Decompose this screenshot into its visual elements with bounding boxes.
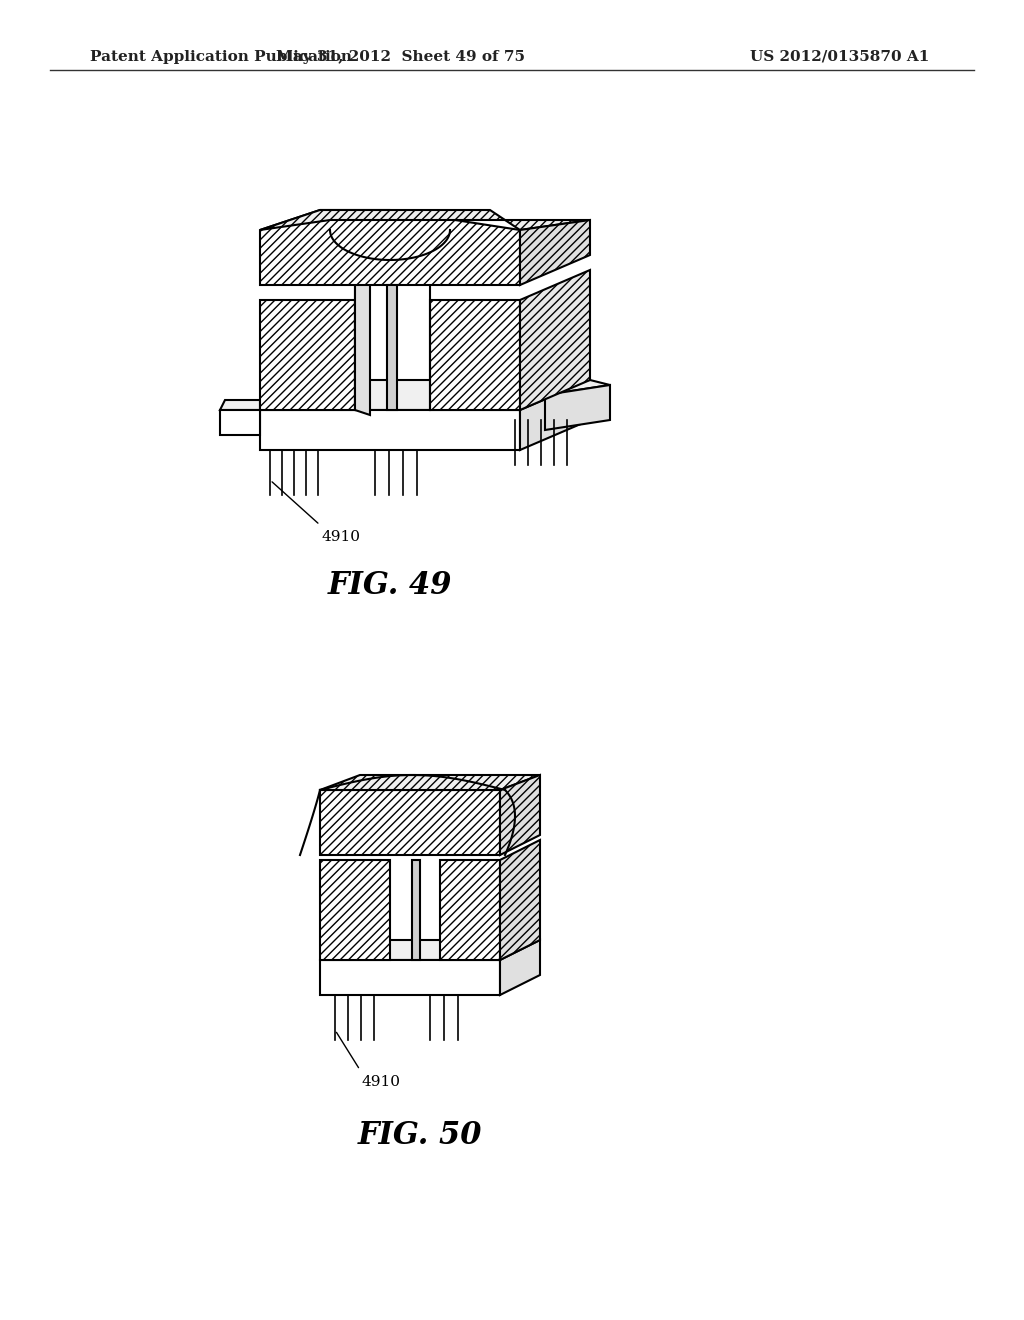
Text: Patent Application Publication: Patent Application Publication <box>90 50 352 63</box>
Polygon shape <box>500 940 540 995</box>
Polygon shape <box>500 775 540 855</box>
Polygon shape <box>220 400 260 411</box>
Polygon shape <box>319 789 500 855</box>
Polygon shape <box>520 380 610 395</box>
Polygon shape <box>260 411 520 450</box>
Polygon shape <box>319 775 540 789</box>
Text: May 31, 2012  Sheet 49 of 75: May 31, 2012 Sheet 49 of 75 <box>275 50 524 63</box>
Text: FIG. 50: FIG. 50 <box>357 1119 482 1151</box>
Polygon shape <box>545 385 610 430</box>
Polygon shape <box>319 861 390 960</box>
Text: FIG. 49: FIG. 49 <box>328 570 453 601</box>
Polygon shape <box>520 220 590 285</box>
Polygon shape <box>520 380 590 450</box>
Polygon shape <box>430 300 520 411</box>
Text: 4910: 4910 <box>322 531 361 544</box>
Polygon shape <box>260 210 520 285</box>
Polygon shape <box>355 280 370 414</box>
Polygon shape <box>220 411 260 436</box>
Polygon shape <box>500 840 540 960</box>
Polygon shape <box>319 960 500 995</box>
Text: US 2012/0135870 A1: US 2012/0135870 A1 <box>750 50 930 63</box>
Text: 4910: 4910 <box>362 1074 401 1089</box>
Polygon shape <box>387 285 397 411</box>
Polygon shape <box>520 271 590 411</box>
Polygon shape <box>260 300 355 411</box>
Polygon shape <box>412 861 420 960</box>
Polygon shape <box>260 380 590 411</box>
Polygon shape <box>440 861 500 960</box>
Polygon shape <box>319 940 540 960</box>
Polygon shape <box>260 210 590 230</box>
